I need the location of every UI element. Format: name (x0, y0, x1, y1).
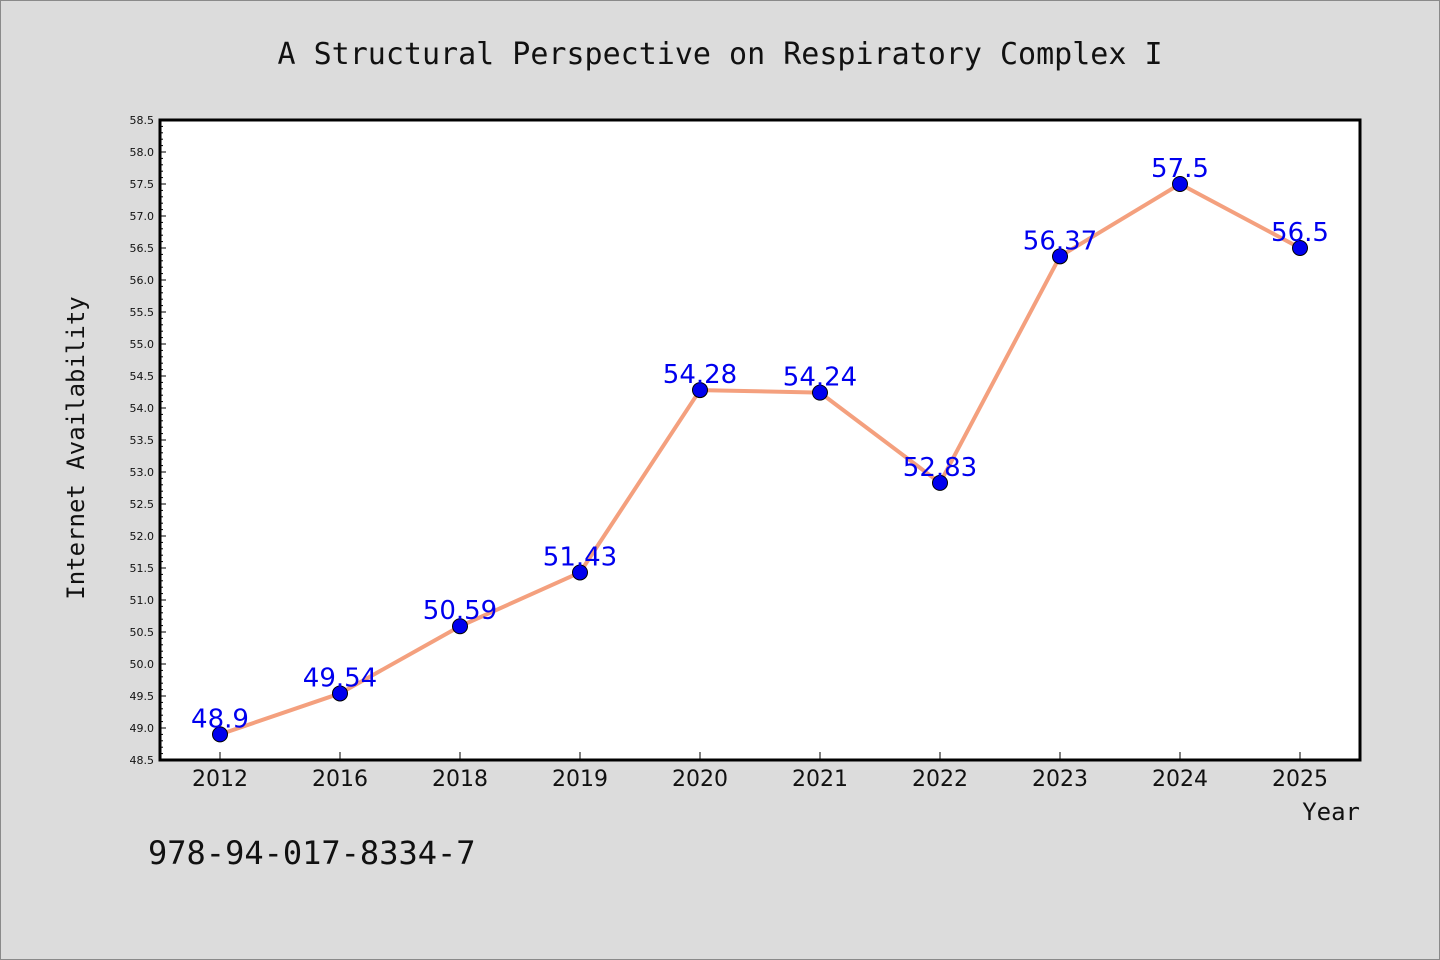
data-point-marker (212, 726, 228, 743)
y-tick-label: 48.5 (130, 754, 155, 767)
x-tick-label: 2012 (192, 767, 248, 792)
y-tick-label: 54.5 (130, 370, 155, 383)
y-tick-label: 50.5 (130, 626, 155, 639)
y-tick-label: 58.5 (130, 114, 155, 127)
data-label: 50.59 (423, 596, 497, 626)
data-label: 54.24 (783, 363, 857, 393)
y-tick-label: 49.5 (130, 690, 155, 703)
data-point-marker (1172, 176, 1188, 192)
data-label: 48.9 (191, 704, 249, 734)
x-tick-label: 2022 (912, 767, 968, 792)
data-point-marker (1292, 240, 1308, 256)
y-tick-label: 52.0 (130, 530, 155, 543)
x-axis-label: Year (1302, 798, 1360, 826)
y-tick-label: 51.5 (130, 562, 155, 575)
plot-area (158, 118, 1362, 762)
y-tick-label: 54.0 (130, 402, 155, 415)
data-point-marker (572, 564, 588, 581)
y-tick-label: 56.5 (130, 242, 155, 255)
x-tick-label: 2018 (432, 767, 488, 792)
data-point-marker (1052, 248, 1068, 265)
data-label: 56.37 (1023, 226, 1097, 256)
x-tick-label: 2016 (312, 767, 368, 792)
x-tick-label: 2023 (1032, 767, 1088, 792)
y-tick-label: 55.0 (130, 338, 155, 351)
data-point-marker (812, 384, 828, 401)
series-line (218, 182, 1302, 737)
y-tick-label: 57.5 (130, 178, 155, 191)
data-point-marker (332, 685, 348, 702)
x-tick-label: 2019 (552, 767, 608, 792)
data-label: 49.54 (303, 663, 377, 693)
y-tick-label: 53.5 (130, 434, 155, 447)
data-point-marker (692, 382, 708, 399)
x-axis: 2012 2016 2018 2019 2020 2021 2022 2023 2024 2025 (192, 752, 1328, 792)
x-tick-label: 2020 (672, 767, 728, 792)
y-tick-label: 53.0 (130, 466, 155, 479)
y-axis: 48.5 49.0 49.5 50.0 50.5 51.0 51.5 52.0 52.5 53.0… (130, 114, 166, 767)
y-tick-label: 52.5 (130, 498, 155, 511)
y-tick-label: 50.0 (130, 658, 155, 671)
y-tick-label: 51.0 (130, 594, 155, 607)
data-point-marker (452, 618, 468, 635)
y-tick-label: 55.5 (130, 306, 155, 319)
y-tick-label: 58.0 (130, 146, 155, 159)
chart-title: A Structural Perspective on Respiratory … (277, 37, 1162, 72)
data-label: 56.5 (1271, 218, 1329, 248)
data-point-marker (932, 474, 948, 491)
x-tick-label: 2024 (1152, 767, 1208, 792)
x-tick-label: 2025 (1272, 767, 1328, 792)
series-layer: 48.9 49.54 50.59 51.43 54.28 54.24 52.83 56.37 5… (191, 154, 1329, 743)
y-tick-label: 49.0 (130, 722, 155, 735)
y-axis-label: Internet Availability (62, 296, 90, 599)
data-label: 57.5 (1151, 154, 1209, 184)
y-tick-label: 57.0 (130, 210, 155, 223)
data-label: 52.83 (903, 453, 977, 483)
data-label: 51.43 (543, 542, 617, 572)
y-tick-label: 56.0 (130, 274, 155, 287)
data-label: 54.28 (663, 360, 737, 390)
x-tick-label: 2021 (792, 767, 848, 792)
footer-isbn-text: 978-94-017-8334-7 (148, 834, 476, 872)
